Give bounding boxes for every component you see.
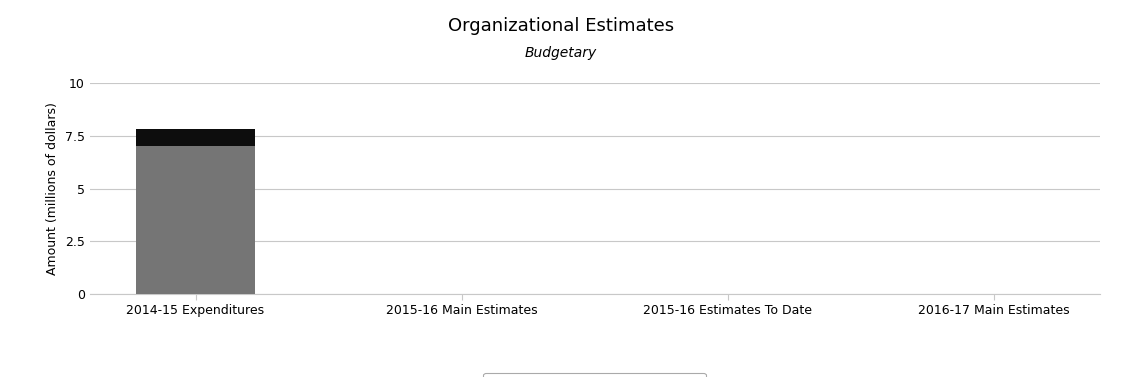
Text: Organizational Estimates: Organizational Estimates xyxy=(448,17,674,35)
Y-axis label: Amount (millions of dollars): Amount (millions of dollars) xyxy=(46,102,59,275)
Bar xyxy=(136,129,256,146)
Bar xyxy=(136,146,256,294)
Legend: Total Statutory, Voted: Total Statutory, Voted xyxy=(484,372,706,377)
Text: Budgetary: Budgetary xyxy=(525,46,597,60)
